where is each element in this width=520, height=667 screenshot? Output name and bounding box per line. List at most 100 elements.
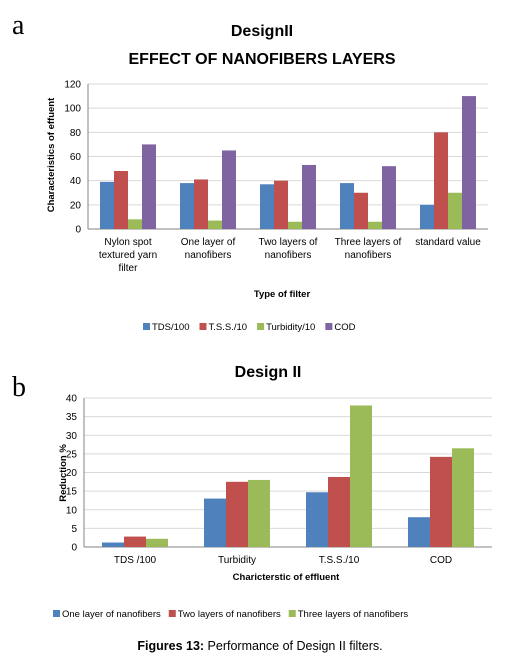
chart-b-x-axis-title: Charicterstic of effluent bbox=[233, 572, 340, 583]
b-legend-swatch bbox=[288, 610, 296, 617]
b-category-label: T.S.S./10 bbox=[319, 555, 360, 566]
b-bar-one-layer-of-nanofibers bbox=[204, 498, 226, 547]
a-bar-turbidity-10 bbox=[448, 192, 462, 229]
a-category-label: Three layers of bbox=[335, 237, 402, 248]
figure-caption: Figures 13: Performance of Design II fil… bbox=[137, 639, 382, 653]
chart-a-category-labels: Nylon spot textured yarn filter One layer o… bbox=[99, 237, 481, 274]
b-bar-three-layers-of-nanofibers bbox=[452, 448, 474, 547]
a-bar-cod bbox=[222, 150, 236, 229]
panel-letter-a: a bbox=[12, 10, 25, 41]
chart-b-y-ticks: 0 5 10 15 20 25 30 35 40 bbox=[66, 394, 78, 554]
b-bar-one-layer-of-nanofibers bbox=[408, 517, 430, 547]
b-bar-three-layers-of-nanofibers bbox=[248, 479, 270, 547]
b-bar-two-layers-of-nanofibers bbox=[430, 456, 452, 547]
figure-caption-text: Performance of Design II filters. bbox=[204, 639, 383, 653]
chart-b-y-axis-title: Reduction % bbox=[58, 444, 69, 502]
b-category-label: TDS /100 bbox=[114, 555, 157, 566]
b-legend-label: One layer of nanofibers bbox=[62, 609, 161, 620]
b-legend-swatch bbox=[53, 610, 60, 617]
chart-a-x-axis-title: Type of filter bbox=[254, 289, 311, 300]
b-y-tick-label: 15 bbox=[66, 487, 78, 498]
chart-b-legend: One layer of nanofibers Two layers of nan… bbox=[53, 609, 408, 620]
a-bar-t-s-s-10 bbox=[434, 132, 448, 229]
b-category-label: COD bbox=[430, 555, 452, 566]
a-y-tick-label: 80 bbox=[70, 128, 82, 139]
a-bar-turbidity-10 bbox=[368, 221, 382, 229]
a-legend-label: T.S.S./10 bbox=[209, 322, 248, 333]
a-legend-label: TDS/100 bbox=[152, 322, 190, 333]
a-category-label: nanofibers bbox=[185, 250, 232, 261]
a-bar-cod bbox=[142, 144, 156, 229]
b-y-tick-label: 20 bbox=[66, 468, 78, 479]
b-bar-two-layers-of-nanofibers bbox=[328, 476, 350, 547]
a-y-tick-label: 100 bbox=[64, 104, 81, 115]
a-bar-t-s-s-10 bbox=[194, 179, 208, 229]
chart-b-title: Design II bbox=[235, 364, 302, 381]
b-legend-swatch bbox=[168, 610, 176, 617]
a-y-tick-label: 40 bbox=[70, 176, 82, 187]
a-bar-tds-100 bbox=[100, 181, 114, 229]
a-legend-swatch bbox=[257, 323, 265, 330]
a-category-label: One layer of bbox=[181, 237, 236, 248]
figure-caption-label: Figures 13: bbox=[137, 639, 204, 653]
chart-b-category-labels: TDS /100 Turbidity T.S.S./10 COD bbox=[114, 555, 452, 566]
chart-panel-a: a DesignII EFFECT OF NANOFIBERS LAYERS C… bbox=[12, 10, 488, 333]
a-bar-tds-100 bbox=[340, 183, 354, 229]
a-bar-cod bbox=[462, 96, 476, 229]
a-y-tick-label: 20 bbox=[70, 200, 82, 211]
a-category-label: nanofibers bbox=[265, 250, 312, 261]
a-bar-cod bbox=[302, 164, 316, 229]
a-category-label: standard value bbox=[415, 237, 481, 248]
a-category-label: Two layers of bbox=[259, 237, 318, 248]
chart-a-y-axis-title: Characteristics of effuent bbox=[46, 97, 57, 212]
b-y-tick-label: 25 bbox=[66, 449, 78, 460]
b-legend-label: Two layers of nanofibers bbox=[178, 609, 281, 620]
a-bar-tds-100 bbox=[260, 184, 274, 229]
a-y-tick-label: 120 bbox=[64, 80, 81, 91]
chart-a-title: DesignII bbox=[231, 23, 293, 40]
b-bar-one-layer-of-nanofibers bbox=[102, 542, 124, 547]
a-category-label: textured yarn bbox=[99, 250, 157, 261]
a-category-label: Nylon spot bbox=[104, 237, 151, 248]
a-bar-cod bbox=[382, 166, 396, 229]
a-legend-label: Turbidity/10 bbox=[266, 322, 315, 333]
a-legend-label: COD bbox=[334, 322, 355, 333]
panel-letter-b: b bbox=[12, 372, 26, 403]
a-bar-t-s-s-10 bbox=[274, 180, 288, 229]
a-category-label: nanofibers bbox=[345, 250, 392, 261]
chart-panel-b: b Design II Reduction % Charicterstic of… bbox=[12, 364, 492, 620]
b-y-tick-label: 40 bbox=[66, 394, 78, 405]
a-bar-turbidity-10 bbox=[208, 220, 222, 229]
a-bar-turbidity-10 bbox=[128, 219, 142, 229]
b-y-tick-label: 35 bbox=[66, 412, 78, 423]
b-bar-two-layers-of-nanofibers bbox=[124, 536, 146, 547]
b-y-tick-label: 5 bbox=[71, 524, 77, 535]
chart-b-gridlines bbox=[83, 397, 492, 548]
b-category-label: Turbidity bbox=[218, 555, 256, 566]
b-bar-three-layers-of-nanofibers bbox=[350, 405, 372, 547]
a-y-tick-label: 0 bbox=[75, 225, 81, 236]
b-bar-three-layers-of-nanofibers bbox=[146, 538, 168, 547]
b-y-tick-label: 10 bbox=[66, 505, 78, 516]
b-y-tick-label: 0 bbox=[71, 543, 77, 554]
chart-a-subtitle: EFFECT OF NANOFIBERS LAYERS bbox=[129, 51, 396, 68]
a-bar-t-s-s-10 bbox=[354, 192, 368, 229]
a-legend-swatch bbox=[143, 323, 150, 330]
chart-a-y-ticks: 0 20 40 60 80 100 120 bbox=[64, 80, 81, 236]
a-bar-turbidity-10 bbox=[288, 221, 302, 229]
a-legend-swatch bbox=[199, 323, 207, 330]
b-y-tick-label: 30 bbox=[66, 431, 78, 442]
b-bar-one-layer-of-nanofibers bbox=[306, 492, 328, 547]
chart-a-legend: TDS/100 T.S.S./10 Turbidity/10 COD bbox=[143, 322, 356, 333]
a-y-tick-label: 60 bbox=[70, 152, 82, 163]
a-bar-t-s-s-10 bbox=[114, 171, 128, 229]
a-bar-tds-100 bbox=[420, 204, 434, 229]
b-legend-label: Three layers of nanofibers bbox=[298, 609, 409, 620]
a-legend-swatch bbox=[325, 323, 333, 330]
chart-a-bars bbox=[100, 96, 476, 229]
b-bar-two-layers-of-nanofibers bbox=[226, 481, 248, 547]
a-category-label: filter bbox=[119, 263, 139, 274]
a-bar-tds-100 bbox=[180, 183, 194, 229]
chart-b-bars bbox=[102, 405, 474, 547]
